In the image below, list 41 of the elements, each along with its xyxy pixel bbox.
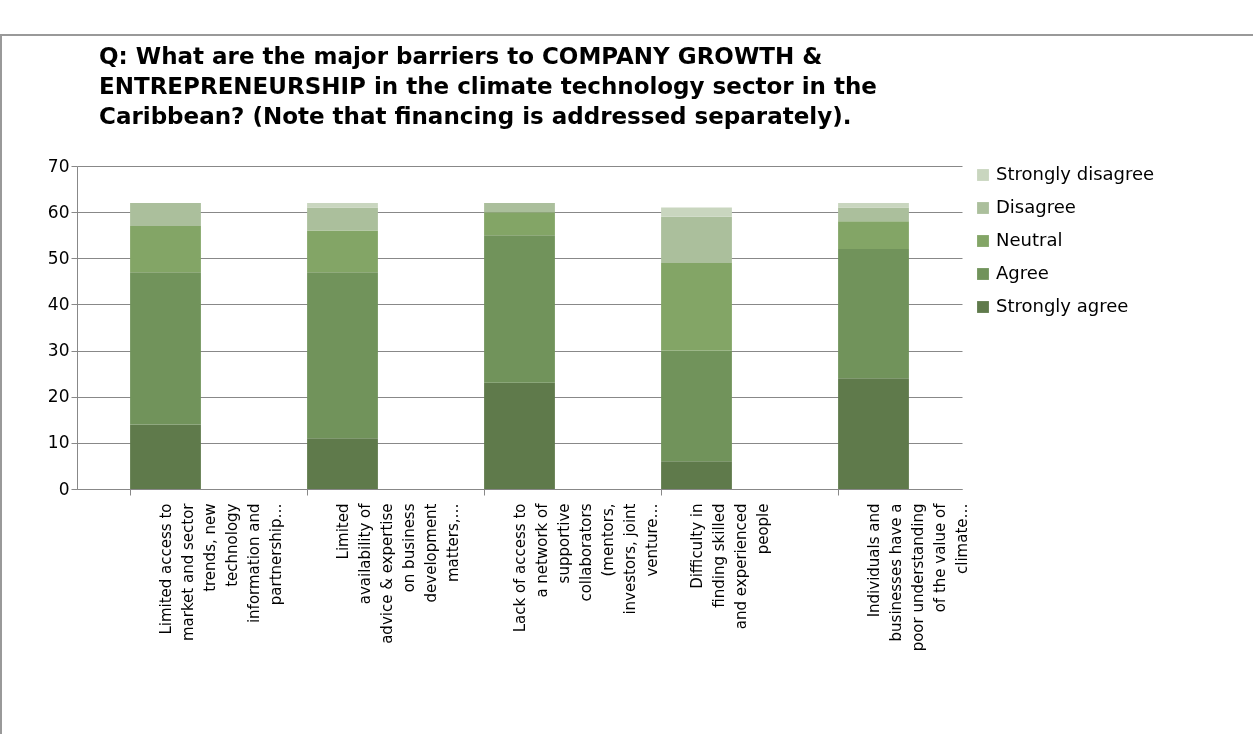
- bar: [484, 202, 555, 213]
- legend-label: Disagree: [996, 196, 1076, 217]
- x-tick-label: Limited access to market and sector trends, new technology information and partnership…: [156, 502, 285, 642]
- bar: [838, 207, 909, 222]
- bar: [838, 221, 909, 250]
- bar: [307, 438, 378, 489]
- bar: [661, 350, 732, 462]
- bar: [307, 230, 378, 273]
- y-tick-label: 0: [58, 478, 70, 499]
- bar: [130, 424, 201, 489]
- chart-title: Q: What are the major barriers to COMPANY GROWTH & ENTREPRENEURSHIP in the climate technology sector in the Caribbean? (Note that financing is addressed separately).: [99, 43, 877, 129]
- legend-label: Neutral: [996, 229, 1063, 250]
- bar: [130, 272, 201, 425]
- legend-label: Strongly disagree: [996, 163, 1155, 184]
- y-tick-label: 70: [47, 155, 70, 176]
- y-tick-label: 20: [47, 386, 70, 407]
- bar: [661, 216, 732, 263]
- x-tick-label: Individuals and businesses have a poor understanding of the value of climate…: [864, 502, 971, 652]
- bar: [484, 235, 555, 383]
- bar: [130, 225, 201, 273]
- x-tick-label: Lack of access to a network of supportive collaborators (mentors, investors, joint venture…: [510, 502, 661, 633]
- y-tick-label: 30: [47, 340, 70, 361]
- bar: [661, 207, 732, 217]
- bar: [484, 212, 555, 236]
- bar: [307, 272, 378, 439]
- bar: [484, 382, 555, 489]
- y-tick-label: 40: [47, 293, 70, 314]
- legend-label: Strongly agree: [996, 295, 1129, 316]
- y-tick-label: 10: [47, 432, 70, 453]
- bar: [838, 249, 909, 379]
- bar: [661, 461, 732, 489]
- bar: [307, 207, 378, 231]
- y-tick-label: 50: [47, 247, 70, 268]
- bar: [307, 202, 378, 208]
- x-tick-label: Limited availability of advice & expertise on business development matters,…: [333, 502, 462, 644]
- legend-label: Agree: [996, 262, 1049, 283]
- bar: [838, 202, 909, 208]
- bar: [661, 262, 732, 351]
- bar: [838, 378, 909, 489]
- bar: [130, 202, 201, 226]
- y-tick-label: 60: [47, 201, 70, 222]
